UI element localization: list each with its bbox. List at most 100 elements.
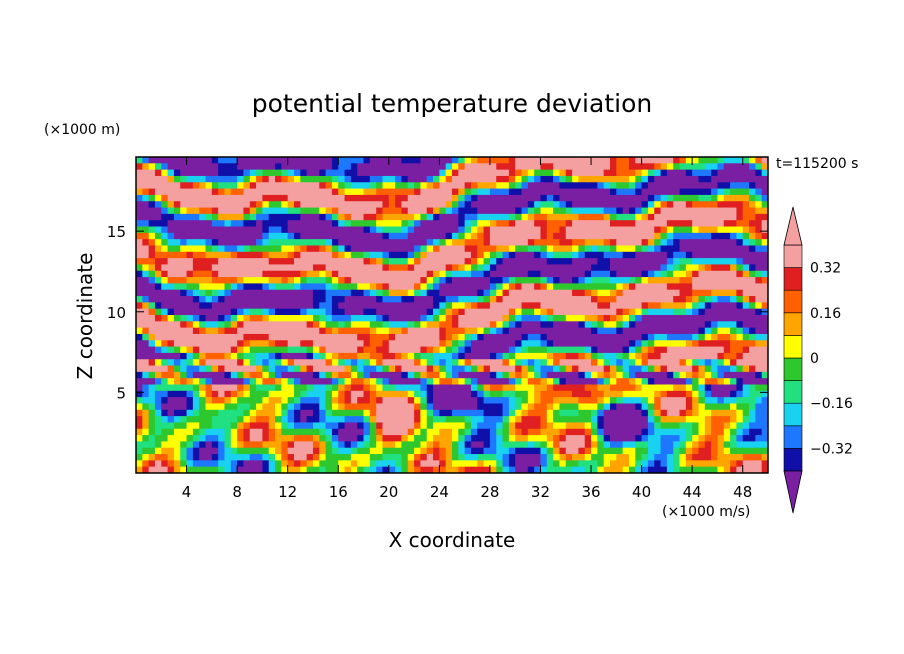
contour-cell	[192, 245, 200, 253]
contour-cell	[730, 201, 737, 209]
contour-cell	[439, 157, 447, 164]
contour-cell	[540, 441, 548, 449]
contour-cell	[294, 397, 301, 405]
contour-cell	[736, 258, 744, 266]
contour-cell	[572, 283, 579, 291]
contour-cell	[521, 226, 529, 234]
contour-cell	[325, 251, 333, 259]
contour-cell	[502, 441, 510, 449]
contour-cell	[698, 397, 706, 405]
contour-cell	[692, 346, 700, 354]
contour-cell	[489, 346, 497, 354]
contour-cell	[489, 327, 497, 335]
contour-cell	[685, 466, 693, 473]
contour-cell	[540, 359, 548, 367]
contour-cell	[736, 251, 744, 259]
contour-cell	[230, 207, 238, 215]
contour-cell	[268, 264, 276, 272]
contour-cell	[319, 390, 327, 398]
contour-cell	[464, 416, 472, 424]
contour-cell	[483, 435, 491, 442]
contour-cell	[262, 220, 270, 228]
contour-cell	[300, 258, 308, 266]
contour-cell	[578, 460, 586, 468]
contour-cell	[262, 308, 270, 316]
contour-cell	[262, 365, 270, 373]
contour-cell	[161, 289, 169, 297]
contour-cell	[628, 384, 636, 392]
contour-cell	[306, 416, 314, 424]
contour-cell	[736, 308, 744, 316]
contour-cell	[205, 460, 213, 468]
contour-cell	[641, 346, 649, 354]
contour-cell	[508, 289, 516, 297]
contour-cell	[205, 296, 213, 303]
contour-cell	[256, 258, 263, 266]
contour-cell	[401, 416, 409, 424]
contour-cell	[464, 277, 472, 284]
contour-cell	[173, 296, 181, 303]
contour-cell	[641, 226, 649, 234]
contour-cell	[603, 289, 611, 297]
contour-cell	[300, 201, 308, 209]
contour-cell	[230, 359, 238, 367]
contour-cell	[154, 239, 162, 247]
contour-cell	[496, 327, 504, 335]
contour-cell	[256, 302, 263, 310]
contour-cell	[641, 220, 649, 228]
contour-cell	[578, 346, 586, 354]
contour-cell	[243, 454, 251, 461]
contour-cell	[742, 409, 750, 417]
contour-cell	[496, 226, 504, 234]
contour-cell	[148, 201, 156, 209]
contour-cell	[483, 163, 491, 171]
contour-cell	[584, 378, 592, 386]
contour-cell	[628, 416, 636, 424]
contour-cell	[654, 333, 662, 341]
contour-cell	[363, 157, 371, 164]
contour-cell	[666, 270, 674, 278]
contour-cell	[224, 390, 232, 398]
contour-cell	[420, 321, 428, 329]
contour-cell	[521, 403, 529, 411]
contour-cell	[660, 428, 668, 436]
contour-cell	[628, 239, 636, 247]
contour-cell	[218, 346, 226, 354]
contour-cell	[420, 264, 428, 272]
contour-cell	[142, 428, 150, 436]
contour-cell	[211, 194, 219, 202]
contour-cell	[224, 277, 232, 284]
contour-cell	[603, 163, 611, 171]
contour-cell	[521, 447, 529, 455]
contour-cell	[237, 194, 245, 202]
contour-cell	[268, 163, 276, 171]
contour-cell	[578, 435, 586, 442]
contour-cell	[654, 175, 662, 183]
contour-cell	[395, 340, 403, 348]
contour-cell	[344, 245, 352, 253]
contour-cell	[401, 428, 409, 436]
contour-cell	[199, 371, 207, 379]
contour-cell	[186, 352, 194, 360]
contour-cell	[628, 454, 636, 461]
contour-cell	[414, 397, 421, 405]
contour-cell	[508, 296, 516, 303]
contour-cell	[458, 416, 466, 424]
contour-cell	[755, 315, 763, 322]
contour-cell	[154, 296, 162, 303]
contour-cell	[268, 416, 276, 424]
contour-cell	[540, 333, 548, 341]
contour-cell	[249, 352, 257, 360]
contour-cell	[452, 201, 459, 209]
contour-cell	[628, 289, 636, 297]
contour-cell	[433, 371, 440, 379]
contour-cell	[433, 226, 440, 234]
contour-cell	[369, 352, 377, 360]
contour-cell	[647, 359, 655, 367]
contour-cell	[553, 182, 561, 190]
contour-cell	[287, 435, 295, 442]
contour-cell	[325, 390, 333, 398]
contour-cell	[546, 327, 554, 335]
contour-cell	[173, 435, 181, 442]
contour-cell	[666, 435, 674, 442]
